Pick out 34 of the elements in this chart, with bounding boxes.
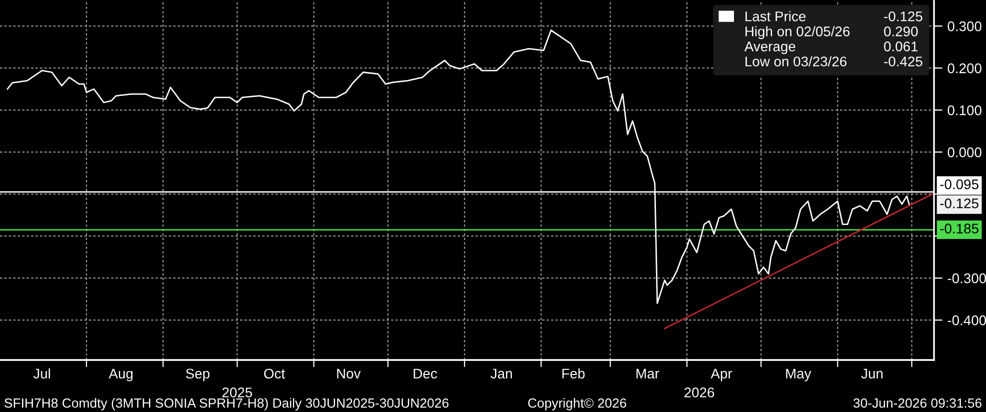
y-tick-label: -0.300 xyxy=(948,273,986,284)
x-tick-label: Sep xyxy=(186,368,210,382)
x-tick-label: Dec xyxy=(414,368,437,379)
ref-line-label: -0.185 xyxy=(940,224,978,234)
text: SFIH7H8 Comdty (3MTH SONIA SPRH7-H8) Daily 30JUN2025-30JUN2026 xyxy=(4,398,448,410)
annotation: 0.290 xyxy=(884,26,918,36)
annotation: -0.125 xyxy=(884,11,922,22)
y-tick-label: 0.100 xyxy=(948,105,982,116)
y-tick-label: 0.000 xyxy=(948,147,982,158)
text: 30-Jun-2026 09:31:56 xyxy=(853,398,982,408)
y-tick-label: -0.400 xyxy=(948,315,986,326)
x-tick-label: Jan xyxy=(490,368,512,379)
x-tick-label: May xyxy=(786,368,812,382)
x-tick-label: Jun xyxy=(861,368,883,379)
x-tick-label: Aug xyxy=(108,368,133,382)
text: -0.125 xyxy=(940,198,978,208)
x2-tick-label: 2025 xyxy=(222,388,252,398)
annotation: High on 02/05/26 xyxy=(746,26,850,40)
annotation: Average xyxy=(744,42,796,54)
annotation: Low on 03/23/26 xyxy=(746,56,846,66)
x-tick-label: Jul xyxy=(33,368,50,379)
x-tick-label: Oct xyxy=(264,368,285,379)
y-tick-label: 0.200 xyxy=(948,63,982,74)
x-tick-label: Feb xyxy=(562,368,585,379)
text: Copyright© 2026 xyxy=(528,398,626,410)
x-tick-label: Apr xyxy=(710,368,732,382)
x2-tick-label: 2026 xyxy=(684,388,714,398)
x-tick-label: Mar xyxy=(636,368,660,379)
y-tick-label: 0.300 xyxy=(948,21,982,32)
annotation: 0.061 xyxy=(884,42,918,52)
annotation: -0.425 xyxy=(884,56,922,66)
x-tick-label: Nov xyxy=(337,368,361,379)
ref-line-label: -0.095 xyxy=(940,179,978,190)
legend-label: Last Price xyxy=(746,11,806,22)
